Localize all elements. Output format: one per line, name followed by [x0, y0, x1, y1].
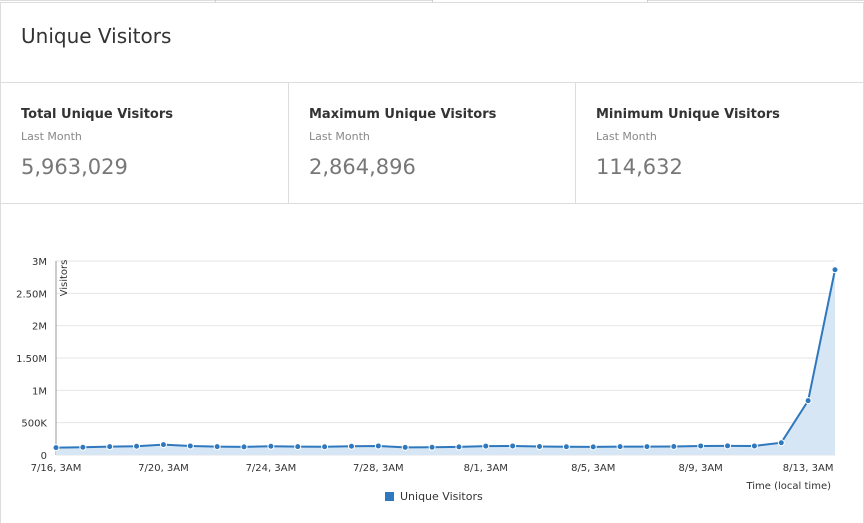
tab-edge	[216, 0, 432, 1]
stat-maximum: Maximum Unique Visitors Last Month 2,864…	[288, 83, 576, 203]
data-point	[347, 442, 355, 450]
data-point	[750, 442, 758, 450]
data-point	[831, 266, 839, 274]
y-tick-label: 2.50M	[16, 289, 47, 300]
stat-label: Total Unique Visitors	[21, 107, 173, 122]
data-point	[616, 443, 624, 451]
y-tick-label: 3M	[32, 257, 47, 268]
data-point	[428, 443, 436, 451]
data-point	[589, 443, 597, 451]
tab-divider	[647, 0, 648, 2]
data-point	[133, 442, 141, 450]
stats-row: Total Unique Visitors Last Month 5,963,0…	[1, 82, 863, 204]
x-tick-label: 7/20, 3AM	[138, 463, 189, 474]
stat-label: Minimum Unique Visitors	[596, 107, 780, 122]
y-tick-label: 2M	[32, 322, 47, 333]
stat-label: Maximum Unique Visitors	[309, 107, 497, 122]
data-point	[670, 443, 678, 451]
stat-period: Last Month	[596, 130, 657, 143]
x-tick-label: 7/28, 3AM	[353, 463, 404, 474]
data-point	[52, 444, 60, 452]
stat-value: 114,632	[596, 155, 683, 179]
x-tick-label: 7/16, 3AM	[31, 463, 82, 474]
series-line	[55, 269, 836, 449]
data-point	[697, 442, 705, 450]
data-point	[159, 441, 167, 449]
series-area	[56, 269, 835, 455]
top-tab-strip	[0, 0, 864, 2]
tab-edge	[648, 0, 864, 1]
stat-value: 5,963,029	[21, 155, 128, 179]
x-axis-title: Time (local time)	[745, 481, 831, 492]
data-point	[536, 442, 544, 450]
stat-value: 2,864,896	[309, 155, 416, 179]
data-point	[267, 442, 275, 450]
panel-title: Unique Visitors	[21, 24, 172, 48]
x-tick-label: 8/13, 3AM	[783, 463, 834, 474]
data-point	[455, 443, 463, 451]
stat-period: Last Month	[309, 130, 370, 143]
tab-edge	[0, 0, 215, 1]
data-point	[294, 443, 302, 451]
stat-minimum: Minimum Unique Visitors Last Month 114,6…	[575, 83, 864, 203]
y-tick-label: 1M	[32, 386, 47, 397]
data-point	[213, 443, 221, 451]
y-tick-label: 0	[41, 451, 47, 462]
data-point	[724, 442, 732, 450]
visitors-chart: 0 500K 1M 1.50M 2M 2.50M 3M 7/16, 3AM 7/20, 3AM 7…	[16, 257, 839, 492]
data-point	[186, 442, 194, 450]
data-point	[240, 443, 248, 451]
x-tick-label: 8/1, 3AM	[464, 463, 508, 474]
data-point	[374, 442, 382, 450]
data-point	[643, 443, 651, 451]
data-point	[79, 443, 87, 451]
y-axis-title: Visitors	[59, 260, 70, 297]
data-point	[777, 439, 785, 447]
data-point	[401, 443, 409, 451]
stat-total: Total Unique Visitors Last Month 5,963,0…	[1, 83, 288, 203]
x-tick-label: 7/24, 3AM	[246, 463, 297, 474]
y-tick-label: 1.50M	[16, 354, 47, 365]
legend-swatch	[385, 491, 394, 501]
x-tick-label: 8/5, 3AM	[571, 463, 615, 474]
data-point	[321, 443, 329, 451]
chart-legend[interactable]: Unique Visitors	[385, 489, 483, 503]
data-point	[562, 443, 570, 451]
legend-label: Unique Visitors	[400, 489, 483, 503]
y-tick-label: 500K	[21, 419, 47, 430]
stat-period: Last Month	[21, 130, 82, 143]
data-point	[509, 442, 517, 450]
data-point	[804, 397, 812, 405]
data-point	[106, 443, 114, 451]
tab-divider	[215, 0, 216, 2]
x-tick-label: 8/9, 3AM	[679, 463, 723, 474]
data-point	[482, 442, 490, 450]
tab-divider	[432, 0, 433, 2]
